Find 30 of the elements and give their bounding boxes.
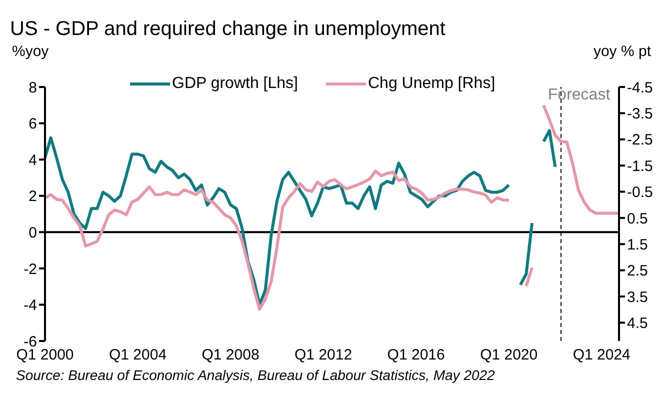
x-tick-label: Q1 2016 [387, 346, 445, 364]
annotation: Forecast [548, 86, 611, 104]
source-note: Source: Bureau of Economic Analysis, Bureau of Labour Statistics, May 2022 [16, 367, 496, 383]
y2-tick-label: 0.5 [627, 210, 648, 228]
y2-tick-label: 1.5 [627, 236, 648, 254]
y-tick-label: 0 [28, 224, 37, 242]
y2-tick-label: 2.5 [627, 262, 648, 280]
y2-tick-label: -1.5 [627, 158, 653, 175]
x-tick-label: Q1 2004 [108, 346, 167, 364]
chart-title: US - GDP and required change in unemployment [10, 18, 446, 41]
y-tick-label: 6 [28, 116, 37, 133]
y-tick-label: -4 [24, 297, 37, 314]
y-tick-label: 2 [28, 188, 37, 206]
y2-tick-label: -0.5 [627, 184, 653, 202]
x-tick-label: Q1 2012 [294, 346, 352, 364]
legend-label: Chg Unemp [Rhs] [368, 75, 496, 93]
y2-axis-title: yoy % pt [593, 43, 651, 61]
y-axis-title: %yoy [12, 43, 49, 61]
x-tick-label: Q1 2020 [480, 346, 538, 364]
y2-tick-label: -3.5 [627, 106, 653, 123]
y-tick-label: 4 [28, 152, 37, 169]
y2-tick-label: 4.5 [627, 314, 648, 332]
x-tick-label: Q1 2008 [202, 346, 260, 364]
y2-tick-label: -2.5 [627, 132, 653, 149]
y2-tick-label: 3.5 [627, 288, 648, 306]
y2-tick-label: -4.5 [627, 79, 653, 96]
y-tick-label: 8 [28, 79, 37, 96]
legend-label: GDP growth [Lhs] [172, 75, 298, 93]
y-tick-label: -2 [24, 260, 37, 278]
x-tick-label: Q1 2024 [572, 346, 630, 364]
